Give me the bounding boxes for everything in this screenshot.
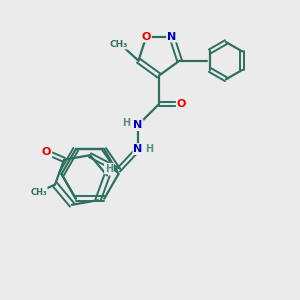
Text: CH₃: CH₃	[30, 188, 47, 196]
Text: H: H	[145, 144, 154, 154]
Text: H: H	[122, 118, 131, 128]
Text: O: O	[177, 99, 186, 109]
Text: CH₃: CH₃	[110, 40, 128, 49]
Text: O: O	[42, 147, 51, 157]
Text: N: N	[167, 32, 176, 41]
Text: H: H	[105, 164, 113, 174]
Text: N: N	[134, 144, 142, 154]
Text: N: N	[134, 120, 142, 130]
Text: O: O	[142, 32, 151, 41]
